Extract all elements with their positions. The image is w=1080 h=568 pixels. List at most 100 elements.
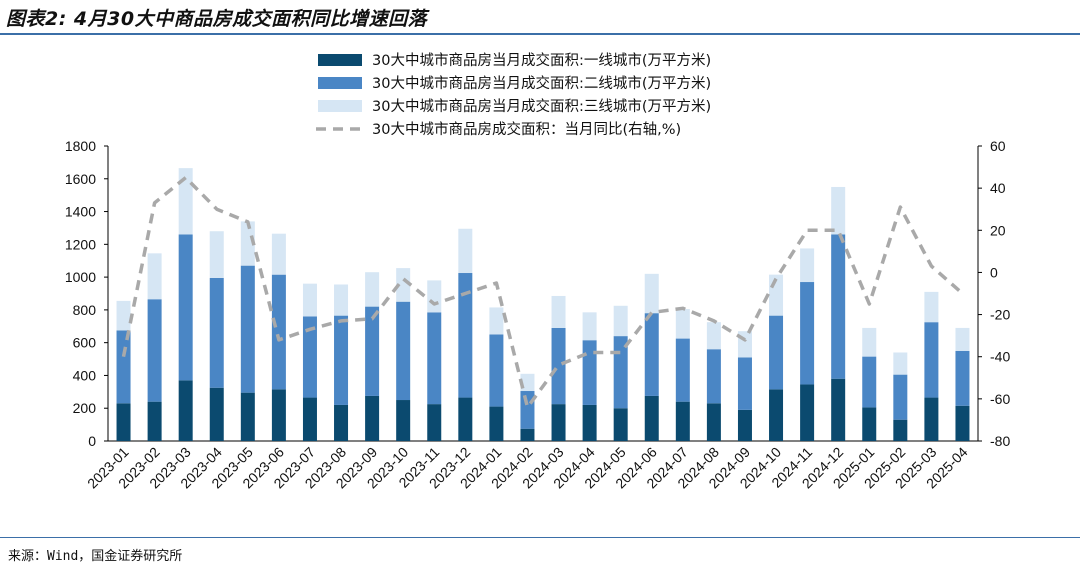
bar-tier3 — [302, 283, 317, 317]
yoy-line — [121, 175, 964, 410]
bar-tier3 — [924, 291, 939, 323]
bar-tier2 — [209, 277, 224, 388]
left-tick-label: 1000 — [65, 269, 96, 285]
bar-tier2 — [302, 316, 317, 398]
bar-tier2 — [924, 322, 939, 398]
bar-tier2 — [675, 338, 690, 402]
right-tick-label: -80 — [990, 433, 1010, 449]
legend: 30大中城市商品房当月成交面积:一线城市(万平方米) 30大中城市商品房当月成交面… — [316, 51, 711, 138]
chart-title: 图表2: 4月30大中商品房成交面积同比增速回落 — [6, 8, 428, 30]
bar-tier3 — [396, 268, 411, 302]
bar-tier2 — [737, 357, 752, 410]
bar-tier3 — [862, 327, 877, 357]
left-tick-label: 800 — [73, 302, 97, 318]
bar-tier3 — [955, 327, 970, 351]
legend-label: 30大中城市商品房成交面积：当月同比(右轴,%) — [372, 120, 681, 138]
bar-tier2 — [800, 282, 815, 385]
bar-tier2 — [831, 234, 846, 379]
bar-tier3 — [613, 305, 628, 337]
bar-tier3 — [675, 309, 690, 339]
right-tick-label: -40 — [990, 349, 1010, 365]
bar-tier1 — [240, 392, 255, 441]
bars — [116, 168, 970, 441]
bar-tier1 — [613, 408, 628, 441]
bar-tier1 — [209, 387, 224, 441]
bar-tier2 — [955, 350, 970, 406]
right-tick-label: -60 — [990, 391, 1010, 407]
bar-tier3 — [831, 186, 846, 235]
bar-tier1 — [800, 384, 815, 441]
bar-tier2 — [551, 327, 566, 405]
bar-tier3 — [489, 307, 504, 335]
bar-tier3 — [209, 231, 224, 278]
bar-tier3 — [458, 228, 473, 274]
bar-tier2 — [458, 273, 473, 398]
right-tick-label: 60 — [990, 138, 1006, 154]
chart: 30大中城市商品房当月成交面积:一线城市(万平方米) 30大中城市商品房当月成交面… — [65, 51, 1011, 491]
bar-tier3 — [427, 280, 442, 313]
bar-tier1 — [334, 404, 349, 441]
bar-tier3 — [893, 352, 908, 375]
bar-tier3 — [178, 168, 193, 235]
bar-tier1 — [862, 407, 877, 441]
bar-tier1 — [831, 378, 846, 441]
left-tick-label: 1800 — [65, 138, 96, 154]
bar-tier1 — [116, 403, 131, 441]
bar-tier2 — [582, 340, 597, 405]
bar-tier3 — [147, 253, 162, 300]
bar-tier2 — [116, 330, 131, 404]
bar-tier3 — [582, 312, 597, 341]
bar-tier3 — [116, 300, 131, 331]
source-note: 来源：Wind，国金证券研究所 — [8, 549, 183, 564]
bar-tier1 — [675, 401, 690, 441]
bar-tier1 — [520, 428, 535, 441]
yoy-line-path — [121, 175, 964, 410]
left-tick-label: 1400 — [65, 204, 96, 220]
bar-tier2 — [644, 313, 659, 396]
bar-tier1 — [271, 389, 286, 441]
bar-tier2 — [427, 312, 442, 405]
legend-swatch-2 — [318, 77, 362, 89]
bar-tier1 — [396, 400, 411, 441]
bar-tier3 — [271, 233, 286, 275]
bar-tier1 — [737, 409, 752, 441]
left-tick-label: 0 — [88, 433, 96, 449]
bar-tier2 — [769, 315, 784, 390]
bar-tier1 — [955, 405, 970, 441]
bar-tier2 — [271, 274, 286, 390]
legend-swatch-3 — [318, 100, 362, 112]
bar-tier1 — [893, 419, 908, 441]
bar-tier1 — [489, 406, 504, 441]
bar-tier2 — [334, 315, 349, 405]
right-tick-label: 40 — [990, 180, 1006, 196]
bar-tier2 — [489, 334, 504, 407]
header-rule — [0, 33, 1080, 35]
left-tick-label: 600 — [73, 335, 97, 351]
bar-tier3 — [551, 295, 566, 328]
right-tick-label: -20 — [990, 307, 1010, 323]
bar-tier2 — [365, 306, 380, 396]
bar-tier1 — [178, 380, 193, 441]
bar-tier3 — [644, 273, 659, 314]
left-tick-label: 1600 — [65, 171, 96, 187]
legend-label: 30大中城市商品房当月成交面积:二线城市(万平方米) — [372, 74, 711, 92]
bar-tier3 — [800, 248, 815, 283]
bar-tier2 — [862, 356, 877, 408]
left-tick-label: 200 — [73, 400, 97, 416]
bar-tier1 — [706, 403, 721, 441]
legend-label: 30大中城市商品房当月成交面积:一线城市(万平方米) — [372, 51, 711, 69]
right-tick-label: 20 — [990, 222, 1006, 238]
bar-tier1 — [458, 397, 473, 441]
bar-tier2 — [893, 374, 908, 420]
bar-tier1 — [582, 404, 597, 441]
bar-tier2 — [520, 391, 535, 429]
left-tick-label: 1200 — [65, 236, 96, 252]
bar-tier1 — [551, 404, 566, 441]
footer-rule — [0, 537, 1080, 538]
bar-tier3 — [240, 221, 255, 266]
bar-tier1 — [302, 397, 317, 441]
bar-tier1 — [924, 397, 939, 441]
bar-tier1 — [427, 404, 442, 441]
legend-swatch-1 — [318, 54, 362, 66]
bar-tier3 — [334, 284, 349, 316]
